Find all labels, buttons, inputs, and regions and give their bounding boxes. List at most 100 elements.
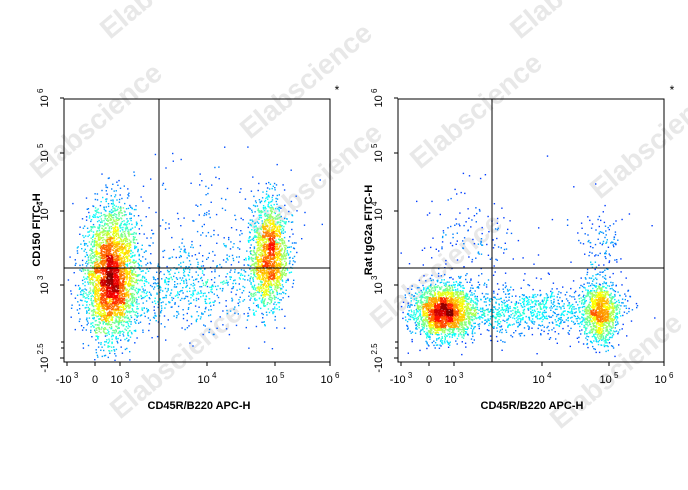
data-point — [108, 250, 111, 252]
data-point — [274, 315, 276, 318]
data-point — [268, 294, 271, 297]
data-point — [123, 275, 125, 277]
data-point — [113, 204, 115, 206]
data-point — [108, 305, 110, 307]
data-point — [274, 246, 277, 248]
data-point — [125, 225, 128, 227]
data-point — [114, 196, 116, 198]
data-point — [271, 261, 273, 263]
data-point — [281, 284, 284, 286]
data-point — [90, 247, 92, 250]
data-point — [185, 251, 187, 254]
data-point — [265, 285, 267, 288]
data-point — [282, 229, 285, 232]
data-point — [271, 273, 273, 275]
data-point — [109, 303, 111, 305]
data-point — [265, 291, 268, 293]
data-point — [117, 258, 119, 260]
data-point — [274, 277, 277, 279]
data-point — [264, 251, 267, 253]
data-point — [263, 251, 265, 253]
data-point — [105, 210, 107, 212]
data-point — [127, 257, 129, 259]
data-point — [94, 274, 96, 276]
data-point — [92, 282, 94, 284]
data-point — [115, 230, 117, 233]
data-point — [275, 197, 277, 200]
data-point — [122, 243, 124, 246]
data-point — [273, 275, 275, 278]
data-point — [265, 280, 268, 283]
data-point — [107, 317, 110, 319]
data-point — [104, 332, 107, 335]
data-point — [134, 236, 136, 238]
data-point — [127, 220, 129, 222]
data-point — [270, 300, 273, 302]
data-point — [218, 275, 220, 277]
data-point — [98, 307, 100, 309]
data-point — [123, 288, 125, 290]
data-point — [99, 244, 102, 246]
data-point — [188, 278, 191, 281]
data-point — [129, 278, 131, 281]
data-point — [103, 213, 106, 216]
data-point — [280, 273, 283, 275]
data-point — [139, 289, 141, 291]
data-point — [104, 299, 106, 302]
data-point — [124, 246, 126, 248]
data-point — [126, 265, 129, 267]
data-point — [98, 288, 100, 290]
data-point — [119, 282, 122, 284]
data-point — [170, 289, 173, 291]
data-point — [205, 185, 207, 188]
data-point — [101, 298, 103, 300]
data-point — [248, 264, 250, 267]
data-point — [283, 255, 285, 257]
data-point — [205, 295, 208, 298]
data-point — [268, 228, 270, 231]
data-point — [235, 282, 237, 285]
data-point — [147, 310, 150, 312]
data-point — [106, 233, 109, 235]
data-point — [99, 284, 101, 286]
data-point — [90, 249, 92, 251]
data-point — [263, 294, 265, 296]
data-point — [225, 281, 228, 284]
data-point — [224, 209, 227, 211]
data-point — [118, 295, 121, 297]
data-point — [259, 240, 261, 242]
data-point — [149, 261, 151, 264]
data-point — [225, 198, 227, 201]
plot-left: -10 3 0 10 3 10 4 10 5 10 6-10 2.510 310 410 … — [31, 83, 340, 412]
data-point — [195, 320, 198, 323]
data-point — [97, 226, 99, 228]
data-point — [127, 291, 129, 293]
data-point — [257, 222, 260, 224]
data-point — [157, 282, 159, 284]
data-point — [124, 202, 126, 205]
data-point — [119, 286, 122, 288]
data-point — [250, 293, 253, 295]
data-point — [95, 277, 97, 279]
data-point — [284, 223, 287, 225]
data-point — [126, 271, 128, 273]
data-point — [86, 227, 89, 229]
data-point — [95, 210, 97, 212]
data-point — [109, 245, 111, 247]
data-point — [134, 281, 136, 284]
data-point — [100, 254, 103, 257]
data-point — [275, 280, 278, 282]
data-point — [279, 253, 281, 255]
data-point — [84, 269, 86, 271]
data-point — [171, 299, 173, 301]
data-point — [278, 206, 280, 209]
data-point — [200, 292, 202, 294]
data-point — [279, 289, 282, 291]
data-point — [129, 258, 131, 261]
data-point — [272, 207, 274, 210]
data-point — [123, 313, 126, 315]
data-point — [282, 243, 284, 245]
data-point — [200, 277, 202, 280]
data-point — [262, 249, 264, 251]
data-point — [248, 257, 251, 259]
